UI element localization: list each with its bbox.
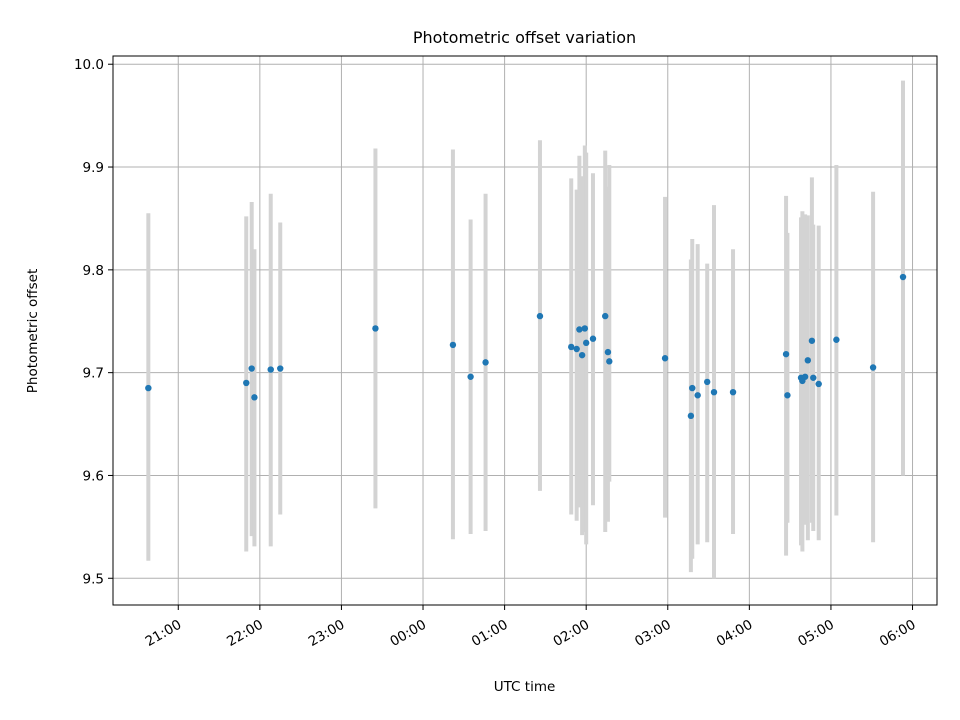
x-tick-label: 02:00: [551, 617, 593, 650]
y-tick-label: 9.9: [83, 160, 104, 176]
data-point: [899, 273, 907, 281]
data-point: [804, 357, 812, 364]
x-tick-label: 22:00: [224, 617, 266, 650]
data-point: [808, 337, 816, 344]
x-axis-ticks: 21:00 22:00 23:00 00:00 01:00 02:00 03:00 04:00…: [143, 605, 919, 650]
data-point: [710, 388, 718, 396]
data-point: [277, 365, 284, 372]
y-tick-label: 9.5: [83, 571, 104, 587]
chart-title: Photometric offset variation: [413, 28, 636, 47]
data-point: [704, 378, 711, 386]
data-point: [145, 384, 152, 392]
data-point: [248, 365, 255, 372]
x-tick-label: 00:00: [387, 617, 429, 650]
data-point: [251, 394, 258, 401]
x-tick-label: 06:00: [877, 617, 919, 650]
x-tick-label: 23:00: [306, 617, 348, 650]
x-tick-label: 04:00: [714, 617, 756, 650]
y-tick-label: 9.8: [83, 263, 104, 279]
data-point: [372, 325, 379, 332]
error-bars: [146, 80, 906, 579]
data-points: [145, 273, 907, 420]
data-point: [582, 339, 590, 347]
data-point: [589, 335, 597, 342]
data-point: [689, 384, 696, 392]
data-point: [602, 312, 609, 320]
plot-frame: [112, 55, 938, 606]
data-point: [482, 359, 489, 366]
x-tick-label: 03:00: [632, 617, 674, 650]
data-point: [576, 326, 583, 333]
data-point: [449, 341, 457, 349]
data-point: [568, 343, 575, 351]
data-point: [729, 388, 737, 396]
y-axis-label: Photometric offset: [25, 269, 41, 393]
x-tick-label: 05:00: [795, 617, 837, 650]
data-point: [578, 351, 586, 359]
data-point: [267, 366, 274, 373]
data-point: [801, 373, 809, 380]
data-point: [536, 312, 544, 320]
data-point: [694, 392, 701, 399]
data-point: [815, 380, 822, 388]
data-point: [782, 350, 790, 358]
y-tick-label: 10.0: [74, 57, 104, 73]
x-axis-label: UTC time: [494, 679, 556, 695]
y-axis-ticks: 9.5 9.6 9.7 9.8 9.9 10.0: [74, 57, 113, 587]
y-tick-label: 9.7: [83, 366, 104, 382]
data-point: [687, 412, 695, 420]
data-point: [810, 374, 817, 381]
data-point: [833, 336, 840, 343]
data-point: [869, 364, 877, 371]
data-point: [604, 348, 612, 356]
y-tick-label: 9.6: [83, 468, 104, 484]
data-point: [606, 358, 613, 365]
data-point: [573, 345, 580, 353]
data-point: [661, 355, 669, 362]
x-tick-label: 01:00: [469, 617, 511, 650]
data-point: [243, 379, 250, 387]
x-tick-label: 21:00: [143, 617, 185, 650]
data-point: [467, 373, 474, 380]
data-point: [581, 325, 589, 332]
data-point: [784, 392, 791, 399]
